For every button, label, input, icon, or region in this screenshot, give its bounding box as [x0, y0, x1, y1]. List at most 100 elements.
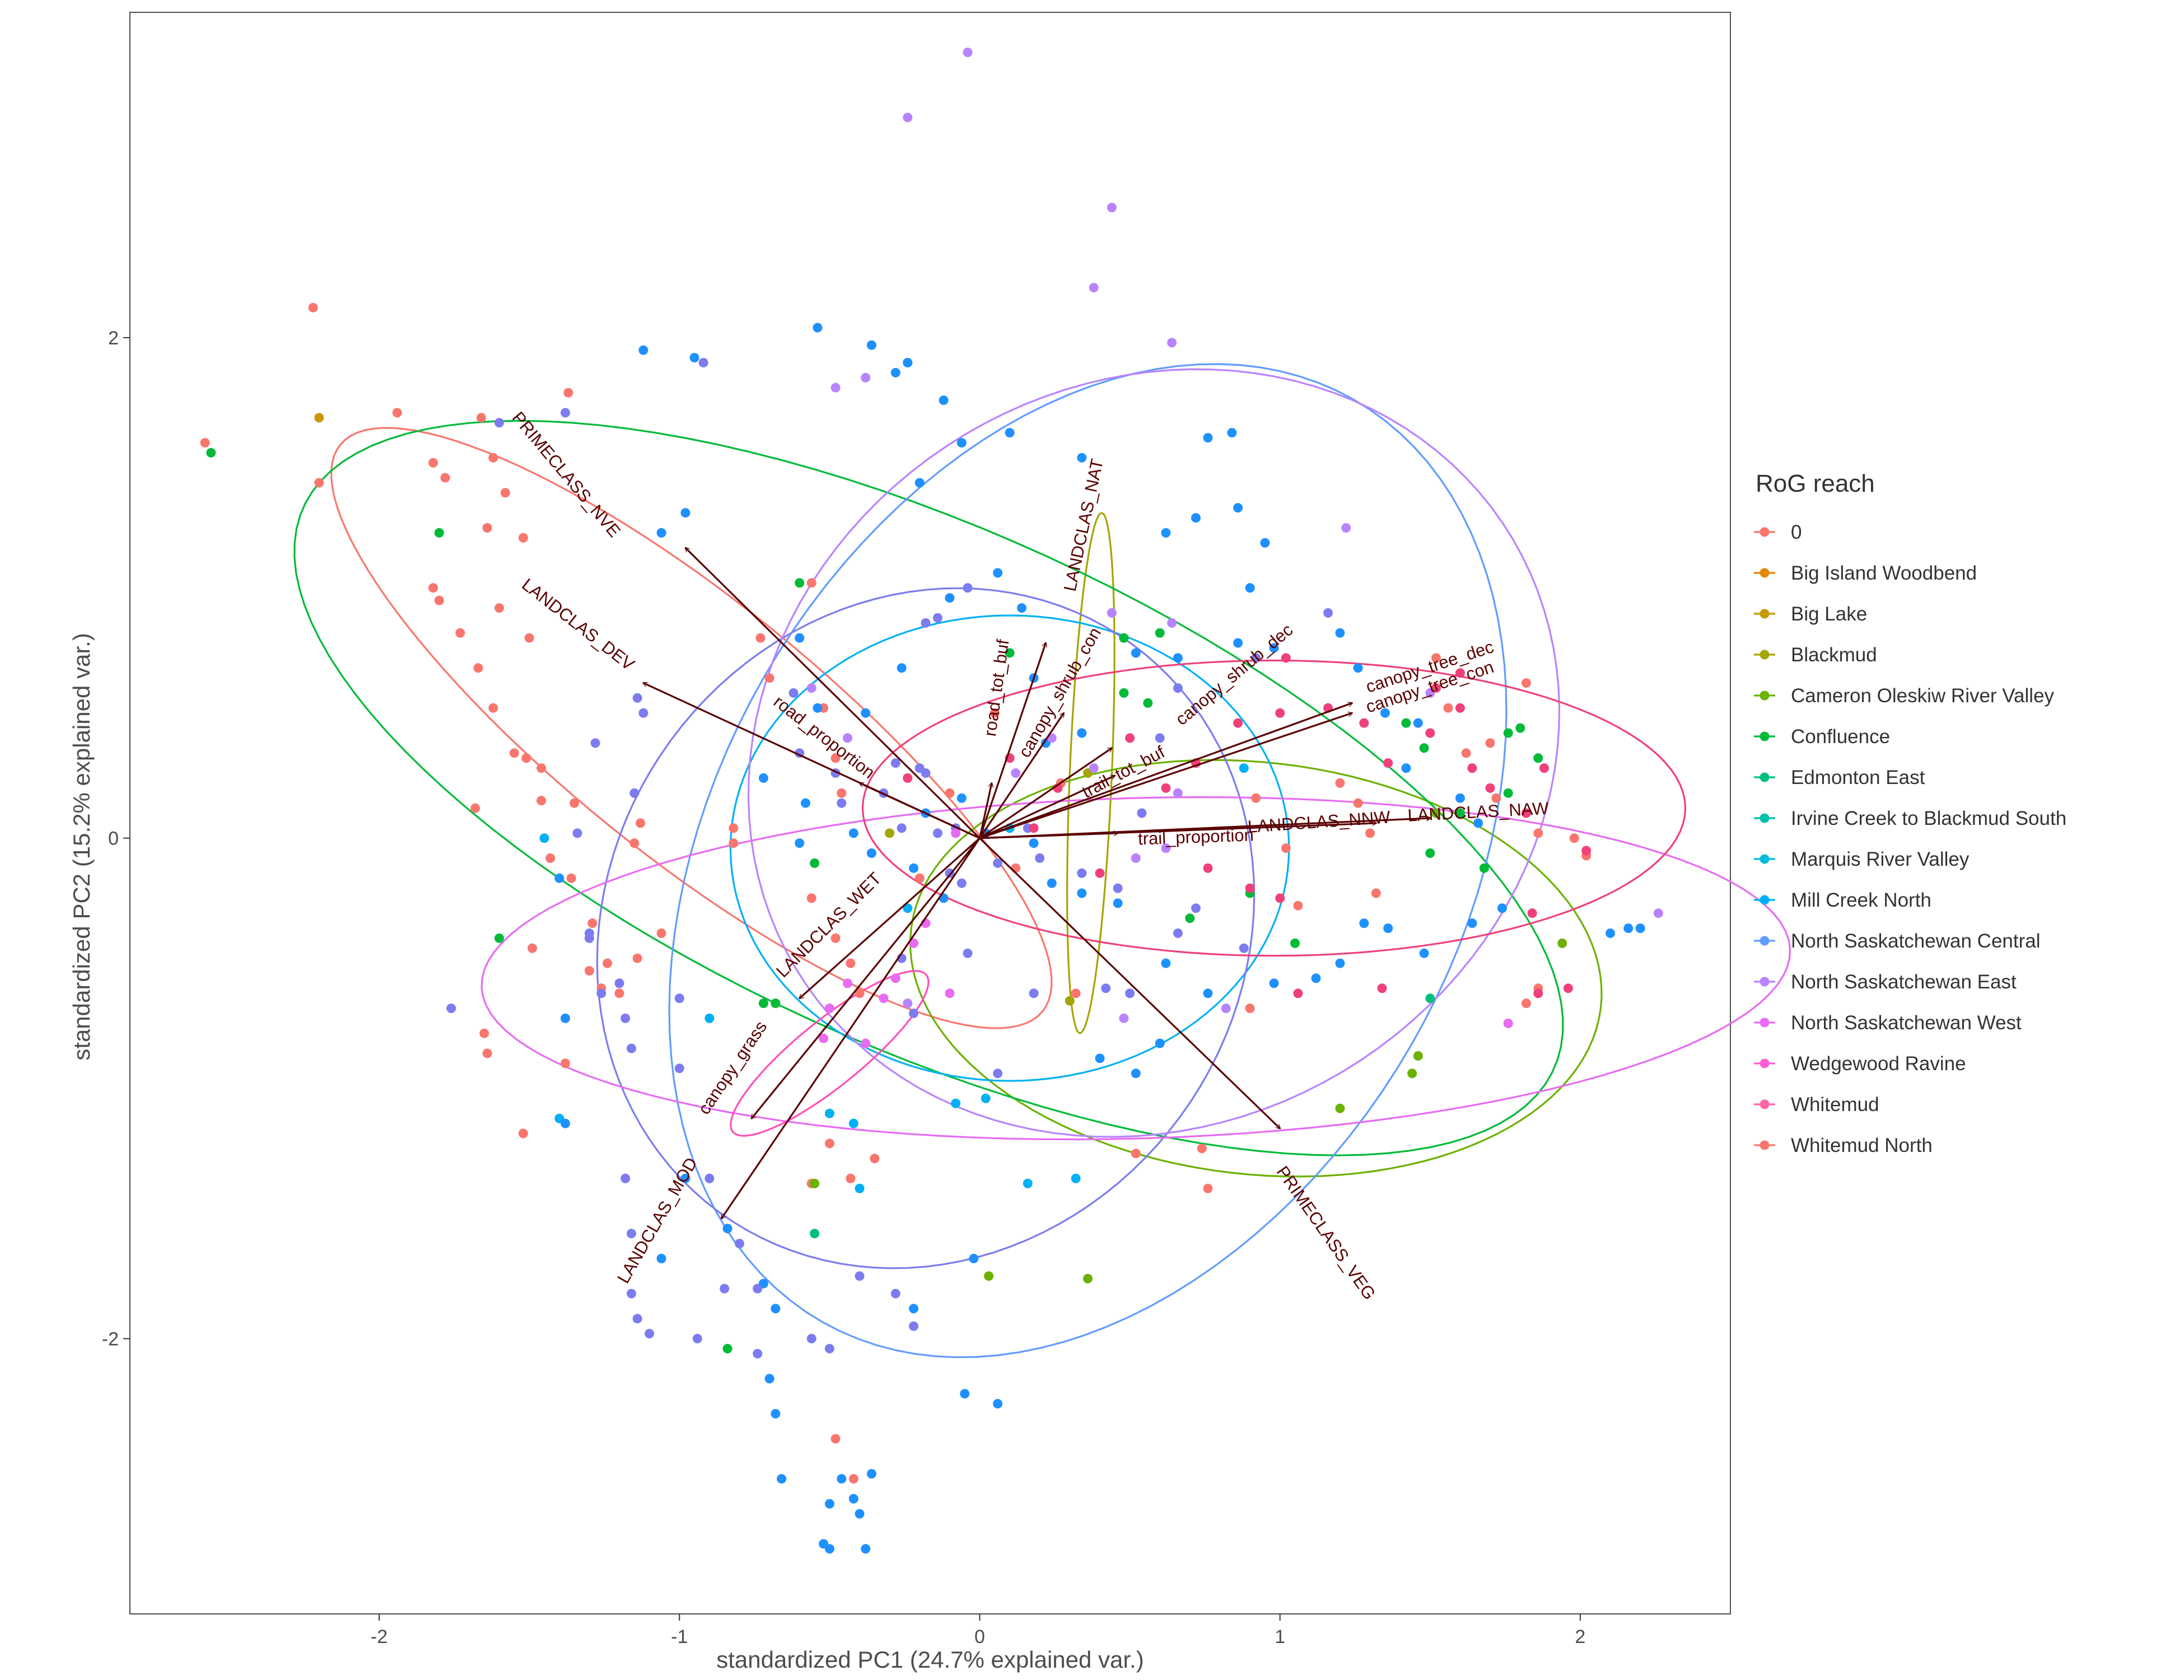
legend-label-15: Whitemud North — [1791, 1135, 1933, 1156]
point-s7-76 — [680, 1173, 690, 1183]
point-s0-12 — [434, 595, 444, 605]
point-s11-25 — [1377, 983, 1387, 993]
point-s0-26 — [566, 873, 576, 883]
point-s7-25 — [897, 663, 907, 673]
point-s8-32 — [788, 688, 799, 698]
point-s0-57 — [848, 1474, 858, 1484]
point-s9-1 — [861, 372, 871, 382]
point-s11-6 — [1233, 718, 1243, 728]
point-s8-24 — [735, 1239, 744, 1249]
point-s7-32 — [1131, 648, 1141, 658]
y-tick-label-2: 2 — [108, 328, 119, 349]
point-s3-5 — [1413, 1051, 1423, 1061]
point-s0-24 — [570, 798, 580, 808]
point-s0-11 — [428, 583, 438, 593]
point-s8-44 — [956, 878, 967, 888]
point-s4-8 — [1005, 648, 1015, 658]
point-s7-70 — [1623, 923, 1634, 934]
point-s8-4 — [638, 708, 648, 718]
loading-arrow-3 — [800, 837, 981, 998]
point-s4-3 — [722, 1343, 732, 1354]
point-s0-29 — [603, 958, 613, 968]
legend-label-12: North Saskatchewan West — [1791, 1012, 2022, 1034]
point-s10-3 — [879, 993, 889, 1004]
legend-label-9: Mill Creek North — [1791, 889, 1931, 911]
point-s4-15 — [1290, 938, 1300, 948]
x-axis-title: standardized PC1 (24.7% explained var.) — [716, 1646, 1144, 1673]
point-s7-10 — [914, 478, 925, 488]
point-s0-39 — [636, 818, 646, 828]
point-s11-4 — [1161, 783, 1171, 793]
point-s8-14 — [674, 993, 684, 1004]
point-s0-9 — [518, 533, 528, 543]
point-s4-5 — [771, 998, 781, 1009]
loading-arrow-0 — [685, 548, 981, 839]
legend-label-5: Confluence — [1791, 726, 1890, 748]
point-s7-81 — [771, 1409, 781, 1418]
point-s9-7 — [1167, 618, 1177, 628]
point-s7-79 — [771, 1304, 781, 1314]
legend: RoG reach 0 Big Island Woodbend Big Lake Bl… — [1754, 470, 2066, 1156]
point-s4-12 — [1155, 628, 1165, 638]
point-s0-45 — [806, 578, 816, 588]
point-s6-0 — [539, 833, 549, 843]
point-s11-14 — [1455, 703, 1465, 713]
point-s9-9 — [806, 683, 816, 693]
point-s3-0 — [810, 1178, 820, 1188]
point-s6-3 — [824, 1108, 834, 1118]
point-s0-75 — [1365, 828, 1375, 838]
point-s8-0 — [494, 418, 504, 428]
point-s3-2 — [1083, 1273, 1093, 1284]
point-s6-5 — [855, 1183, 865, 1193]
point-s4-13 — [1185, 913, 1195, 923]
point-s11-10 — [1359, 718, 1369, 728]
point-s0-54 — [824, 1138, 834, 1149]
point-s7-66 — [1419, 948, 1429, 958]
legend-label-3: Blackmud — [1791, 644, 1877, 666]
point-s7-14 — [1161, 528, 1171, 538]
point-s7-17 — [1227, 428, 1237, 438]
point-s3-6 — [1557, 938, 1567, 948]
point-s8-7 — [572, 828, 582, 838]
point-s8-61 — [1155, 733, 1165, 743]
point-s0-28 — [587, 918, 598, 928]
point-s10-7 — [861, 1038, 871, 1048]
point-s6-2 — [704, 1013, 715, 1023]
point-s4-19 — [1503, 788, 1513, 798]
point-s11-16 — [1485, 783, 1495, 793]
point-s9-6 — [1089, 283, 1099, 293]
point-s7-42 — [758, 773, 768, 783]
point-s0-18 — [509, 748, 519, 758]
legend-swatch-3 — [1760, 650, 1770, 660]
legend-swatch-4 — [1760, 690, 1770, 701]
point-s7-34 — [1233, 638, 1243, 648]
point-s7-68 — [1497, 903, 1507, 913]
x-tick-label-3: 1 — [1275, 1626, 1285, 1648]
point-s7-92 — [993, 1399, 1003, 1409]
point-s8-31 — [909, 1321, 918, 1331]
ellipse-6 — [596, 587, 1256, 1270]
point-s0-44 — [764, 673, 774, 683]
point-s0-67 — [1197, 1144, 1207, 1154]
point-s7-33 — [1173, 653, 1183, 663]
point-s7-80 — [764, 1374, 774, 1384]
point-s9-10 — [843, 733, 852, 743]
point-s0-76 — [1371, 888, 1381, 898]
legend-swatch-8 — [1760, 854, 1770, 864]
point-s7-43 — [801, 798, 810, 808]
point-s9-3 — [963, 48, 973, 57]
point-s9-5 — [1167, 338, 1177, 348]
point-s9-4 — [1107, 203, 1117, 213]
point-s9-15 — [1161, 843, 1171, 853]
point-s9-8 — [1107, 608, 1117, 618]
point-s7-28 — [1017, 603, 1026, 613]
point-s7-15 — [1203, 433, 1213, 443]
point-s0-68 — [1203, 1183, 1213, 1193]
point-s7-71 — [1635, 923, 1645, 934]
point-s0-65 — [1131, 1149, 1141, 1159]
point-s9-2 — [903, 113, 913, 123]
point-s0-4 — [428, 458, 438, 468]
point-s10-8 — [909, 938, 918, 948]
point-s5-0 — [810, 1229, 820, 1239]
